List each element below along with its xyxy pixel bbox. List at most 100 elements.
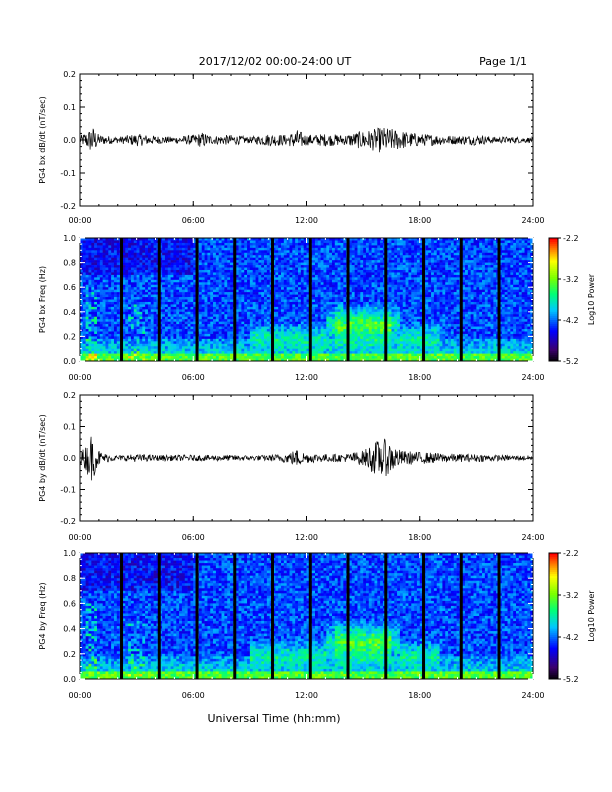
spectrogram-cell [162,309,166,313]
spectrogram-cell [283,272,287,276]
spectrogram-cell [116,331,120,335]
spectrogram-cell [125,346,129,349]
spectrogram-cell [207,331,211,335]
spectrogram-cell [312,245,316,249]
spectrogram-cell [247,257,251,261]
spectrogram-cell [96,311,101,315]
spectrogram-cell [337,331,341,335]
spectrogram-cell [139,311,143,315]
spectrogram-cell [289,311,293,315]
spectrogram-cell [323,316,327,320]
spectrogram-cell [145,333,149,337]
spectrogram-cell [255,262,259,266]
spectrogram-cell [167,314,171,318]
spectrogram-cell [153,309,157,313]
spectrogram-cell [337,341,341,345]
spectrogram-cell [337,240,341,244]
spectrogram-cell [331,242,336,246]
spectrogram-cell [125,336,129,340]
spectrogram-cell [145,326,149,330]
spectrogram-cell [128,297,132,300]
spectrogram-cell [147,341,152,345]
spectrogram-cell [241,265,245,268]
spectrogram-cell [153,306,157,310]
spectrogram-cell [281,247,285,251]
spectrogram-cell [96,247,101,251]
spectrogram-cell [162,299,166,303]
spectrogram-cell [258,238,262,241]
spectrogram-cell [153,269,157,273]
spectrogram-cell [281,341,285,345]
spectrogram-cell [306,247,310,251]
spectrogram-cell [82,252,86,256]
spectrogram-cell [113,309,118,313]
spectrogram-cell [241,319,245,322]
spectrogram-cell [184,277,188,281]
spectrogram-cell [306,294,310,298]
spectrogram-cell [247,316,251,320]
spectrogram-cell [198,247,203,251]
spectrogram-cell [113,267,118,271]
spectrogram-cell [113,284,118,288]
spectrogram-cell [221,287,225,290]
spectrogram-cell [306,321,310,325]
spectrogram-cell [162,277,166,281]
spectrogram-cell [105,284,109,288]
spectrogram-cell [94,353,98,357]
spectrogram-cell [170,262,174,266]
spectrogram-cell [94,326,98,330]
spectrogram-cell [292,321,296,325]
spectrogram-cell [317,336,321,340]
spectrogram-cell [170,292,174,295]
spectrogram-cell [303,242,307,246]
spectrogram-cell [111,245,115,249]
spectrogram-cell [312,260,316,263]
spectrogram-cell [80,257,84,261]
spectrogram-cell [82,343,86,347]
y-tick-label: 0.1 [63,103,76,112]
spectrogram-cell [312,329,316,332]
spectrogram-cell [252,348,256,352]
spectrogram-cell [162,333,166,337]
spectrogram-cell [266,341,270,345]
spectrogram-cell [173,240,177,244]
spectrogram-cell [162,324,166,327]
spectrogram-cell [164,316,169,320]
spectrogram-cell [145,274,149,278]
spectrogram-cell [80,282,84,286]
spectrogram-cell [343,247,347,251]
spectrogram-cell [298,311,302,315]
spectrogram-cell [351,240,355,244]
spectrogram-cell [111,341,115,345]
spectrogram-cell [181,279,186,283]
spectrogram-cell [142,272,146,276]
spectrogram-cell [179,326,183,330]
spectrogram-cell [215,304,220,308]
spectrogram-cell [162,274,166,278]
spectrogram-cell [150,255,154,258]
spectrogram-cell [153,356,157,359]
spectrogram-cell [122,252,126,256]
spectrogram-cell [261,348,265,352]
spectrogram-cell [130,333,135,337]
spectrogram-cell [227,338,231,342]
spectrogram-cell [122,245,126,249]
spectrogram-cell [247,242,251,246]
spectrogram-cell [82,272,86,276]
spectrogram-cell [298,316,302,320]
spectrogram-cell [105,304,109,308]
spectrogram-cell [298,309,302,313]
spectrogram-cell [218,292,222,295]
spectrogram-cell [99,272,103,276]
spectrogram-cell [281,299,285,303]
spectrogram-cell [258,289,262,293]
spectrogram-cell [108,267,112,271]
spectrogram-cell [215,240,220,244]
spectrogram-cell [317,274,321,278]
spectrogram-cell [82,262,86,266]
spectrogram-cell [227,346,231,349]
spectrogram-cell [204,274,208,278]
spectrogram-cell [266,252,270,256]
spectrogram-cell [96,329,101,332]
spectrogram-cell [249,353,254,357]
